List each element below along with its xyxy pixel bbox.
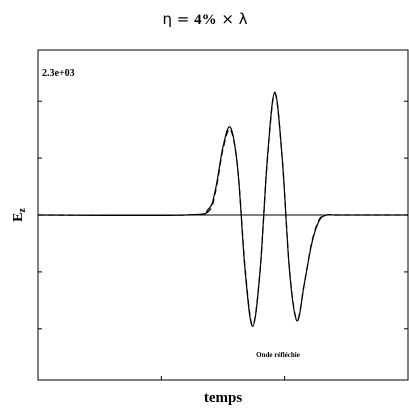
series-layer [37, 91, 408, 328]
title-prefix: η = [162, 10, 194, 28]
chart-title: η = 4% × λ [162, 10, 247, 28]
title-value: 4% [194, 12, 217, 28]
axis-ticks [38, 100, 408, 380]
series-line-dashed [37, 92, 408, 327]
y-axis-label-main: E [11, 213, 26, 222]
title-suffix: × λ [217, 10, 248, 28]
x-axis-label: temps [204, 390, 242, 406]
y-axis-label-sub: z [17, 208, 28, 213]
annotation-label: Onde réfléchie [256, 351, 300, 359]
series-line-solid [37, 91, 408, 328]
y-axis-label: Ez [11, 208, 28, 222]
scale-label: 2.3e+03 [42, 68, 75, 79]
